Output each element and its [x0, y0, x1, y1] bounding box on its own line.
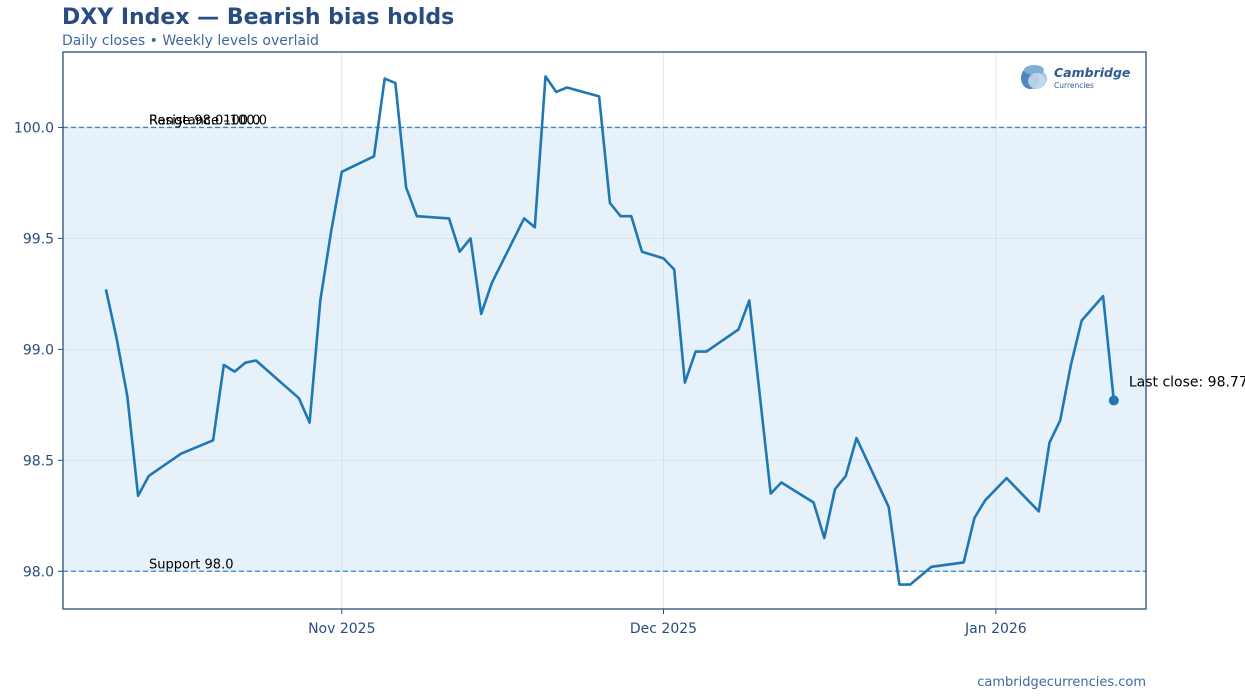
last-close-label: Last close: 98.77: [1129, 374, 1245, 390]
reference-line-label: Resistance 100.0: [149, 113, 260, 128]
chart-title: DXY Index — Bearish bias holds: [62, 5, 455, 30]
cambridge-logo: Cambridge Currencies: [1021, 65, 1130, 90]
series-layer: [104, 75, 1119, 586]
x-tick-label: Dec 2025: [630, 621, 697, 637]
plot-frame: [62, 51, 1147, 610]
x-tick-label: Nov 2025: [308, 621, 375, 637]
range-band-label: Range 98.0–100.0: [149, 113, 267, 128]
logo-tagline: Currencies: [1054, 81, 1094, 90]
last-close-marker: [1108, 395, 1119, 406]
y-tick-label: 99.5: [23, 231, 54, 247]
chart-subtitle: Daily closes • Weekly levels overlaid: [62, 33, 319, 49]
axes-layer: 98.0 98.5 99.0 99.5 100.0 Nov 2025 Dec 2025 Jan…: [14, 51, 1147, 637]
y-tick-label: 98.0: [23, 564, 54, 580]
annotation-layer: Resistance 100.0 Support 98.0 Range 98.0–1…: [149, 113, 1245, 572]
series-line: [104, 75, 1116, 586]
x-tick-label: Jan 2026: [964, 621, 1027, 637]
y-tick-label: 99.0: [23, 342, 54, 358]
footer-source-link[interactable]: cambridgecurrencies.com: [977, 675, 1146, 690]
reference-lines-layer: [63, 126, 1146, 572]
logo-name: Cambridge: [1054, 65, 1130, 80]
reference-line-label: Support 98.0: [149, 557, 233, 572]
currency-globe-icon: [1021, 65, 1047, 89]
grid-layer: [63, 52, 1146, 609]
y-tick-label: 98.5: [23, 453, 54, 469]
y-tick-label: 100.0: [14, 120, 54, 136]
